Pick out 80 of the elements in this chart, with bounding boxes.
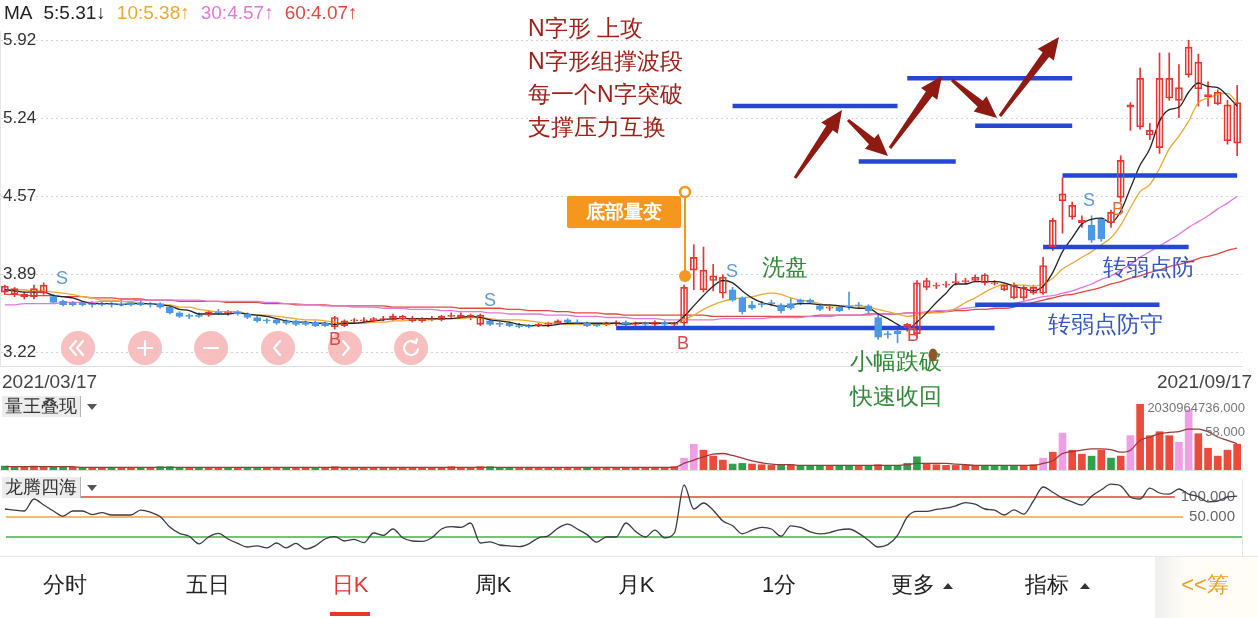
- bar: [1087, 455, 1096, 470]
- candlestick: [884, 331, 892, 339]
- bar: [1000, 465, 1009, 470]
- bar: [1136, 404, 1144, 470]
- text: 分时: [43, 572, 87, 598]
- bar: [1233, 443, 1241, 470]
- text: 指标: [1025, 572, 1069, 598]
- bar: [913, 456, 921, 470]
- bar: [767, 465, 776, 470]
- bar: [884, 465, 892, 470]
- chart-title: 量王叠现: [2, 396, 81, 417]
- bar: [738, 463, 747, 470]
- bar: [689, 443, 698, 470]
- text: <<筹: [1181, 572, 1229, 598]
- text: 1分: [761, 572, 797, 598]
- bar: [709, 455, 718, 470]
- bar: [757, 464, 766, 470]
- annotation: S: [56, 268, 69, 289]
- bar: [777, 465, 785, 470]
- y-tick-label: 3.89: [3, 264, 37, 284]
- annotation: 支撑压力互换: [528, 114, 666, 141]
- text: 30:4.57↑: [200, 1, 274, 25]
- annotation: B: [329, 329, 342, 350]
- text: 周K: [474, 572, 512, 598]
- text: 日K: [331, 572, 369, 598]
- annotation: 每一个N字突破: [528, 81, 683, 108]
- text: 五日: [186, 572, 230, 598]
- bar: [68, 467, 77, 470]
- annotation: 转弱点防守: [1048, 311, 1163, 338]
- bar: [1175, 441, 1183, 470]
- annotation: 洗盘: [762, 254, 808, 281]
- bar: [854, 465, 863, 470]
- y-tick-label: 5.24: [3, 108, 37, 128]
- bar: [951, 465, 960, 470]
- bar: [1213, 455, 1222, 470]
- callout-box: 底部量变: [567, 196, 681, 228]
- text: 2021/03/17: [2, 371, 98, 393]
- annotation: S: [1083, 190, 1096, 211]
- annotation: S: [726, 261, 739, 282]
- annotation: N字形组撑波段: [528, 48, 683, 75]
- bar: [1116, 455, 1125, 470]
- text: 月K: [617, 572, 655, 598]
- bar: [835, 465, 844, 470]
- y-tick-label: 5.92: [3, 29, 37, 49]
- chart-title: 龙腾四海: [2, 477, 81, 498]
- bar: [1194, 433, 1203, 470]
- y-tick-label: 3.22: [3, 341, 37, 361]
- text: 60:4.07↑: [284, 1, 358, 25]
- annotation: B: [907, 325, 920, 346]
- text: 5:5.31↓: [43, 1, 106, 25]
- candlestick: [845, 291, 853, 310]
- annotation: 2030964736.000: [1147, 400, 1245, 416]
- bar: [806, 465, 815, 470]
- bar: [1097, 449, 1106, 470]
- bar: [1107, 457, 1115, 470]
- annotation: 58.000: [1205, 424, 1245, 440]
- bar: [1078, 453, 1086, 470]
- y-tick-label: 4.57: [3, 185, 37, 205]
- bar: [932, 464, 941, 470]
- bar: [1223, 449, 1232, 470]
- annotation: 底部量变: [586, 200, 662, 223]
- bar: [1165, 435, 1174, 470]
- annotation: 快速收回: [850, 383, 942, 410]
- text: 2021/09/17: [1156, 371, 1252, 393]
- bar: [719, 459, 727, 470]
- annotation: N字形 上攻: [528, 15, 643, 42]
- y-tick-label: 50.000: [1189, 507, 1235, 525]
- bar: [59, 467, 67, 470]
- bar: [1010, 465, 1018, 470]
- bar: [1204, 447, 1212, 470]
- bar: [1068, 449, 1077, 470]
- annotation: B: [677, 333, 690, 354]
- text: 10:5.38↑: [116, 1, 190, 25]
- bar: [748, 463, 756, 470]
- bar: [971, 465, 979, 470]
- text: 更多: [891, 572, 935, 598]
- annotation: S: [484, 290, 497, 311]
- bar: [1145, 435, 1154, 470]
- legend-title: MA: [4, 1, 33, 25]
- bar: [942, 465, 950, 470]
